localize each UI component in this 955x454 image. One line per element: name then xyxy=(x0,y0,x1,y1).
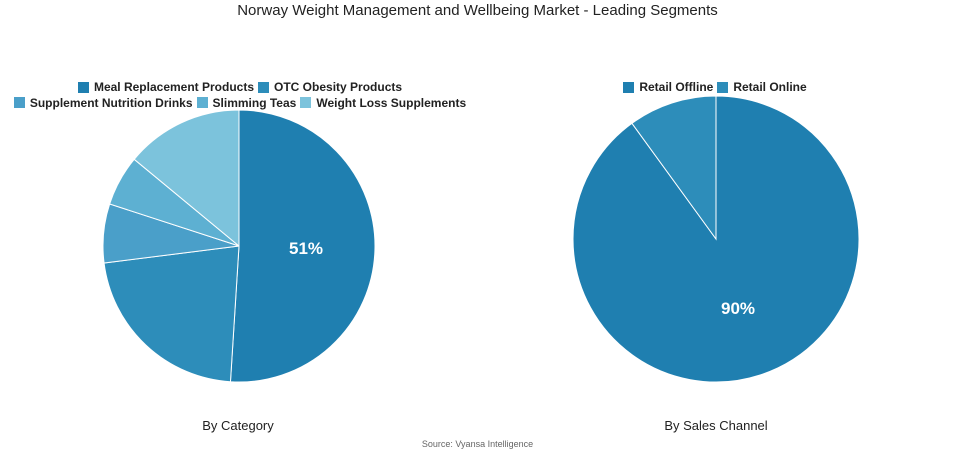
legend-category: Meal Replacement Products OTC Obesity Pro… xyxy=(10,80,470,111)
legend-label: Supplement Nutrition Drinks xyxy=(29,95,193,110)
legend-item[interactable]: Supplement Nutrition Drinks xyxy=(13,95,193,110)
subtitle-sales-channel: By Sales Channel xyxy=(664,418,768,433)
data-label: 90% xyxy=(721,299,755,318)
legend-swatch xyxy=(623,81,635,93)
chart-title: Norway Weight Management and Wellbeing M… xyxy=(237,2,718,19)
legend-label: Retail Online xyxy=(733,80,807,94)
pie-slice[interactable] xyxy=(229,109,376,383)
legend-label: Meal Replacement Products xyxy=(93,80,255,94)
pie-slice[interactable] xyxy=(103,245,240,383)
legend-swatch xyxy=(13,97,25,108)
subtitle-category: By Category xyxy=(202,418,274,433)
legend-item[interactable]: Retail Online xyxy=(717,80,807,94)
legend-item[interactable]: OTC Obesity Products xyxy=(258,80,402,94)
legend-swatch xyxy=(258,81,270,93)
legend-swatch xyxy=(77,81,89,93)
pie-slice[interactable] xyxy=(631,95,717,241)
legend-label: Slimming Teas xyxy=(212,95,297,110)
legend-swatch xyxy=(300,97,312,108)
legend-label: Retail Offline xyxy=(639,80,714,94)
legend-item[interactable]: Meal Replacement Products xyxy=(77,80,255,94)
data-label: 51% xyxy=(289,239,323,258)
legend-sales-channel: Retail Offline Retail Online xyxy=(560,80,870,96)
pie-slice[interactable] xyxy=(133,109,240,248)
legend-item[interactable]: Slimming Teas xyxy=(196,95,297,110)
legend-item[interactable]: Weight Loss Supplements xyxy=(300,96,466,110)
legend-swatch xyxy=(196,97,208,108)
legend-swatch xyxy=(717,81,729,93)
legend-label: Weight Loss Supplements xyxy=(316,95,467,110)
legend-label: OTC Obesity Products xyxy=(274,80,403,94)
legend-item[interactable]: Retail Offline xyxy=(623,80,713,94)
source-note: Source: Vyansa Intelligence xyxy=(421,439,534,449)
